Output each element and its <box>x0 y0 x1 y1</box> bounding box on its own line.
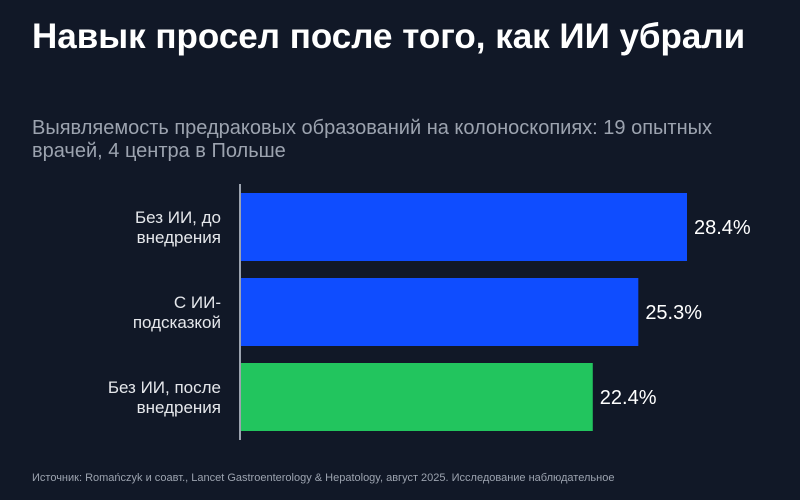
category-label-2: С ИИ-подсказкой <box>133 293 221 332</box>
category-label-3: Без ИИ, после внедрения <box>108 378 221 417</box>
source-note: Источник: Romańczyk и соавт., Lancet Gas… <box>32 472 615 484</box>
chart-title: Навык просел после того, как ИИ убрали <box>32 17 746 56</box>
bars-group: 28.4% Без ИИ, до внедрения 25.3% С ИИ-подска… <box>108 193 751 431</box>
bar-value-label-1: 28.4% <box>694 217 751 239</box>
bar-3 <box>241 363 593 431</box>
bar-chart: 28.4% Без ИИ, до внедрения 25.3% С ИИ-подска… <box>108 184 751 440</box>
chart-subtitle: Выявляемость предраковых образований на … <box>32 117 713 162</box>
bar-value-label-3: 22.4% <box>600 387 657 409</box>
bar-value-label-2: 25.3% <box>645 302 702 324</box>
bar-1 <box>241 193 687 261</box>
bar-2 <box>241 278 639 346</box>
category-label-1: Без ИИ, до внедрения <box>135 208 221 247</box>
